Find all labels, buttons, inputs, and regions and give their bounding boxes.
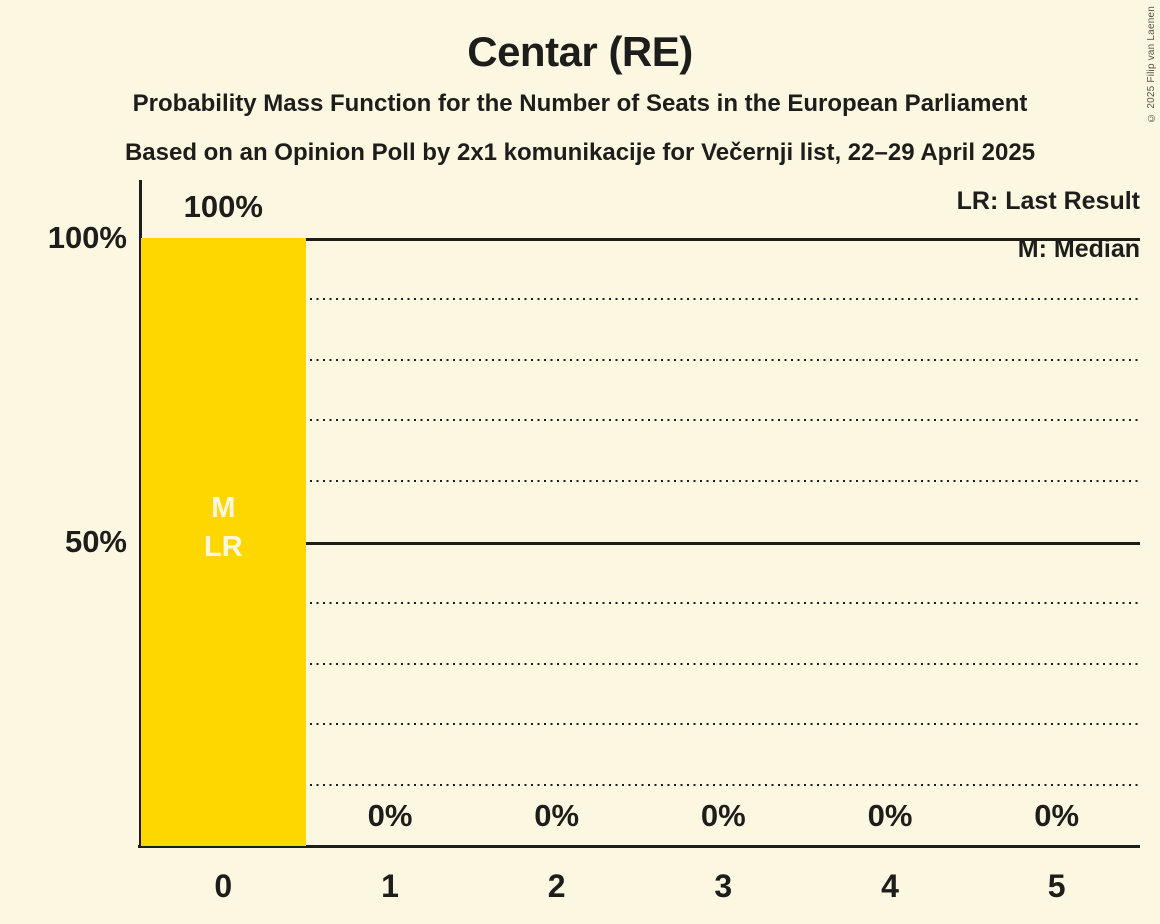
gridline-solid-100 xyxy=(141,238,1140,241)
x-tick-label-0: 0 xyxy=(214,868,233,904)
copyright-notice: © 2025 Filip van Laenen xyxy=(1146,6,1157,123)
gridline-dotted-10 xyxy=(141,784,1140,787)
x-tick-label-1: 1 xyxy=(381,868,399,904)
y-axis-line xyxy=(139,180,142,848)
gridline-solid-50 xyxy=(141,542,1140,545)
gridline-dotted-20 xyxy=(141,723,1140,726)
bar-seats-0 xyxy=(141,238,306,846)
bar-value-label-0: 100% xyxy=(183,189,263,224)
bar-value-label-3: 0% xyxy=(700,798,746,833)
chart-subtitle: Probability Mass Function for the Number… xyxy=(132,90,1028,117)
chart-source-line: Based on an Opinion Poll by 2x1 komunika… xyxy=(124,139,1036,166)
x-tick-label-3: 3 xyxy=(714,868,733,904)
bar-value-label-2: 0% xyxy=(534,798,580,833)
bar-value-label-1: 0% xyxy=(367,798,413,833)
bar-annotation-median-lastresult: M LR xyxy=(140,487,307,568)
x-tick-label-2: 2 xyxy=(547,868,566,904)
x-tick-label-5: 5 xyxy=(1047,868,1066,904)
gridline-dotted-70 xyxy=(141,419,1140,422)
gridline-dotted-90 xyxy=(141,297,1140,300)
gridline-dotted-30 xyxy=(141,662,1140,665)
y-axis-label-100: 100% xyxy=(47,220,127,255)
gridline-dotted-80 xyxy=(141,358,1140,361)
chart-title: Centar (RE) xyxy=(467,28,693,75)
gridline-dotted-40 xyxy=(141,601,1140,604)
bar-annotation-line: M xyxy=(211,491,236,524)
y-axis-label-50: 50% xyxy=(64,524,127,559)
bar-value-label-5: 0% xyxy=(1034,798,1080,833)
x-tick-label-4: 4 xyxy=(881,868,899,904)
legend-last-result: LR: Last Result xyxy=(956,187,1140,215)
bar-value-label-4: 0% xyxy=(867,798,913,833)
gridline-dotted-60 xyxy=(141,480,1140,483)
bar-annotation-line: LR xyxy=(203,530,243,563)
x-axis-line xyxy=(138,845,1140,848)
